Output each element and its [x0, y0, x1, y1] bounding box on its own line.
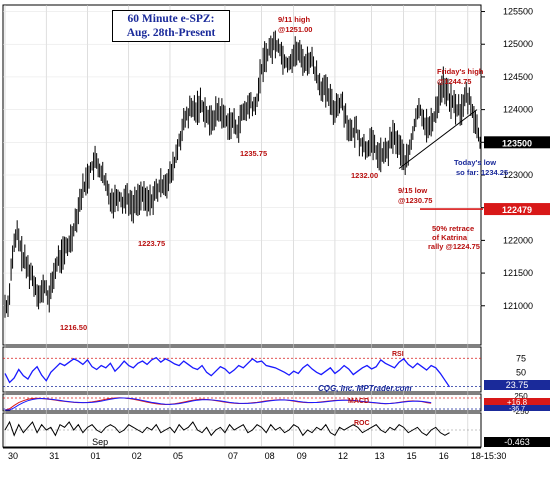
rsi-label: RSI: [392, 351, 404, 358]
macd-value-box-1: [484, 398, 550, 406]
annotation: 1223.75: [138, 239, 165, 248]
date-label: 07: [228, 451, 238, 461]
date-label: 02: [132, 451, 142, 461]
date-label: 08: [265, 451, 275, 461]
last-price-label: 123500: [502, 138, 532, 148]
date-label: 16: [439, 451, 449, 461]
date-label: 18-15:30: [471, 451, 507, 461]
roc-value-box: [484, 437, 550, 447]
macd-y-label: -250: [513, 407, 530, 416]
roc-label: ROC: [354, 420, 370, 427]
roc-value-label: -0.463: [504, 437, 530, 447]
date-label: 13: [375, 451, 385, 461]
y-tick-label: 122000: [503, 235, 533, 245]
date-label: 09: [297, 451, 307, 461]
rsi-value-box: [484, 380, 550, 390]
annotation: 50% retrace: [432, 224, 474, 233]
rsi-frame: [2, 346, 482, 393]
macd-panel: MACD2500-250+16.8-36.7: [3, 392, 550, 416]
credit-label: CQG, Inc. MPTrader.com: [318, 384, 412, 393]
y-tick-label: 125500: [503, 7, 533, 17]
rsi-y-label: 75: [516, 353, 526, 363]
annotation: @1230.75: [398, 196, 432, 205]
annotation: 1216.50: [60, 323, 87, 332]
trendline: [398, 109, 478, 169]
annotation: so far: 1234.25: [456, 168, 508, 177]
price-panel: 123500 122479 1216.50 1223.75 1235.75 9/11 hi…: [4, 15, 550, 332]
rsi-y-label: 50: [516, 367, 526, 377]
y-tick-label: 125000: [503, 39, 533, 49]
rsi-value-label: 23.75: [506, 380, 529, 390]
chart-title: 60 Minute e-SPZ:: [127, 13, 215, 25]
annotation: Today's low: [454, 158, 496, 167]
roc-panel: ROC -0.463: [3, 420, 550, 447]
date-label: 05: [173, 451, 183, 461]
macd-value-box-2: [484, 405, 550, 411]
date-label: 12: [338, 451, 348, 461]
annotation: of Katrina: [432, 233, 468, 242]
last-price-box: [484, 136, 550, 149]
roc-line: [4, 420, 450, 437]
macd-y-label: 250: [514, 392, 528, 401]
macd-series-line: [5, 397, 432, 411]
y-tick-label: 124500: [503, 72, 533, 82]
y-tick-label: 121000: [503, 301, 533, 311]
chart-subtitle: Aug. 28th-Present: [126, 27, 216, 39]
annotation: @1244.75: [437, 77, 471, 86]
annotation: 1232.00: [351, 171, 378, 180]
y-tick-label: 121500: [503, 268, 533, 278]
rsi-line: [4, 356, 451, 388]
macd-value-1: +16.8: [507, 398, 528, 407]
annotation: @1251.00: [278, 25, 312, 34]
annotation: Friday's high: [437, 67, 484, 76]
retrace-price-box: [484, 203, 550, 216]
date-label: 30: [8, 451, 18, 461]
y-tick-label: 124000: [503, 105, 533, 115]
macd-label: MACD: [348, 398, 369, 405]
date-label: 01: [90, 451, 100, 461]
roc-frame: [2, 412, 482, 448]
month-label: Sep: [92, 437, 108, 447]
macd-value-2: -36.7: [509, 406, 525, 413]
annotation: rally @1224.75: [428, 242, 480, 251]
chart-title-box: 60 Minute e-SPZ: Aug. 28th-Present: [112, 10, 230, 42]
date-label: 15: [407, 451, 417, 461]
macd-frame: [2, 393, 482, 412]
annotation: 1235.75: [240, 149, 267, 158]
annotation: 9/11 high: [278, 15, 311, 24]
retrace-price-label: 122479: [502, 205, 532, 215]
y-tick-label: 123000: [503, 170, 533, 180]
annotation: 9/15 low: [398, 186, 427, 195]
date-label: 31: [49, 451, 59, 461]
